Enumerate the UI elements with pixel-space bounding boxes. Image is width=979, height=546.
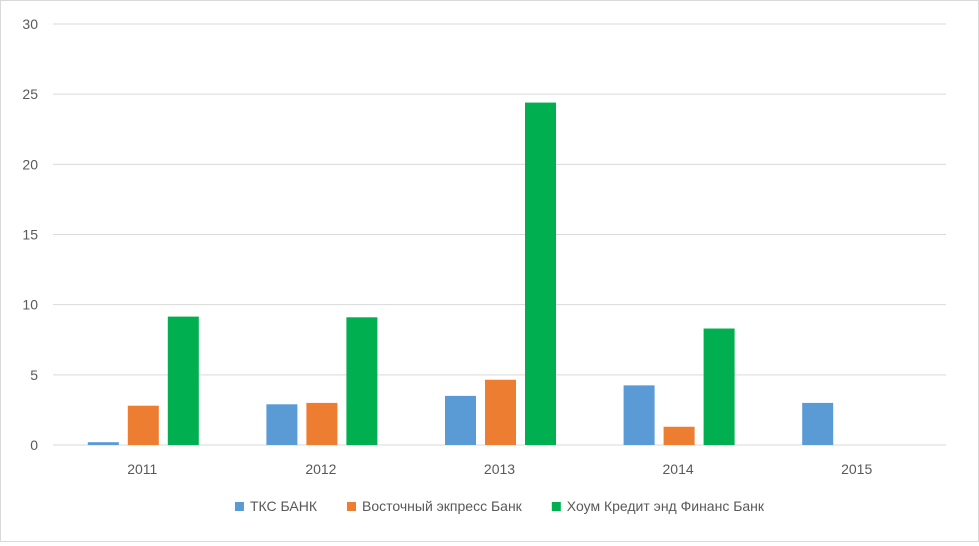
bar — [663, 426, 695, 445]
legend-swatch — [551, 502, 561, 511]
x-tick-label: 2011 — [127, 461, 157, 477]
bar — [623, 385, 655, 445]
x-tick-label: 2013 — [484, 461, 515, 477]
bar — [703, 328, 735, 445]
y-tick-label: 25 — [22, 86, 38, 102]
y-tick-label: 10 — [22, 297, 38, 313]
bar — [127, 405, 159, 445]
y-tick-label: 30 — [22, 16, 38, 32]
x-axis-tick-labels: 2011 2012 2013 2014 2015 — [127, 461, 872, 477]
bar — [802, 402, 834, 445]
legend-swatch — [234, 502, 244, 511]
y-tick-label: 15 — [22, 227, 38, 243]
bar — [525, 102, 556, 445]
legend-label: Хоум Кредит энд Финанс Банк — [567, 498, 765, 514]
gridlines — [53, 23, 946, 446]
y-tick-label: 20 — [22, 156, 38, 172]
legend: ТКС БАНК Восточный экпресс Банк Хоум Креди… — [234, 498, 765, 514]
bar — [346, 317, 378, 445]
x-tick-label: 2012 — [305, 461, 336, 477]
bar — [485, 379, 516, 445]
y-tick-label: 5 — [30, 367, 38, 383]
bar — [167, 316, 199, 445]
legend-label: Восточный экпресс Банк — [362, 498, 523, 514]
x-tick-label: 2014 — [663, 461, 694, 477]
bar — [87, 442, 119, 445]
legend-item: ТКС БАНК — [234, 498, 318, 514]
bar — [445, 395, 476, 445]
x-tick-label: 2015 — [841, 461, 872, 477]
bar — [266, 404, 298, 445]
y-tick-label: 0 — [30, 437, 38, 453]
y-axis-tick-labels: 0 5 10 15 20 25 30 — [22, 16, 38, 453]
legend-item: Хоум Кредит энд Финанс Банк — [551, 498, 765, 514]
bars — [87, 102, 834, 445]
bar — [306, 402, 338, 445]
legend-item: Восточный экпресс Банк — [347, 498, 523, 514]
legend-label: ТКС БАНК — [250, 498, 318, 514]
legend-swatch — [347, 502, 356, 511]
